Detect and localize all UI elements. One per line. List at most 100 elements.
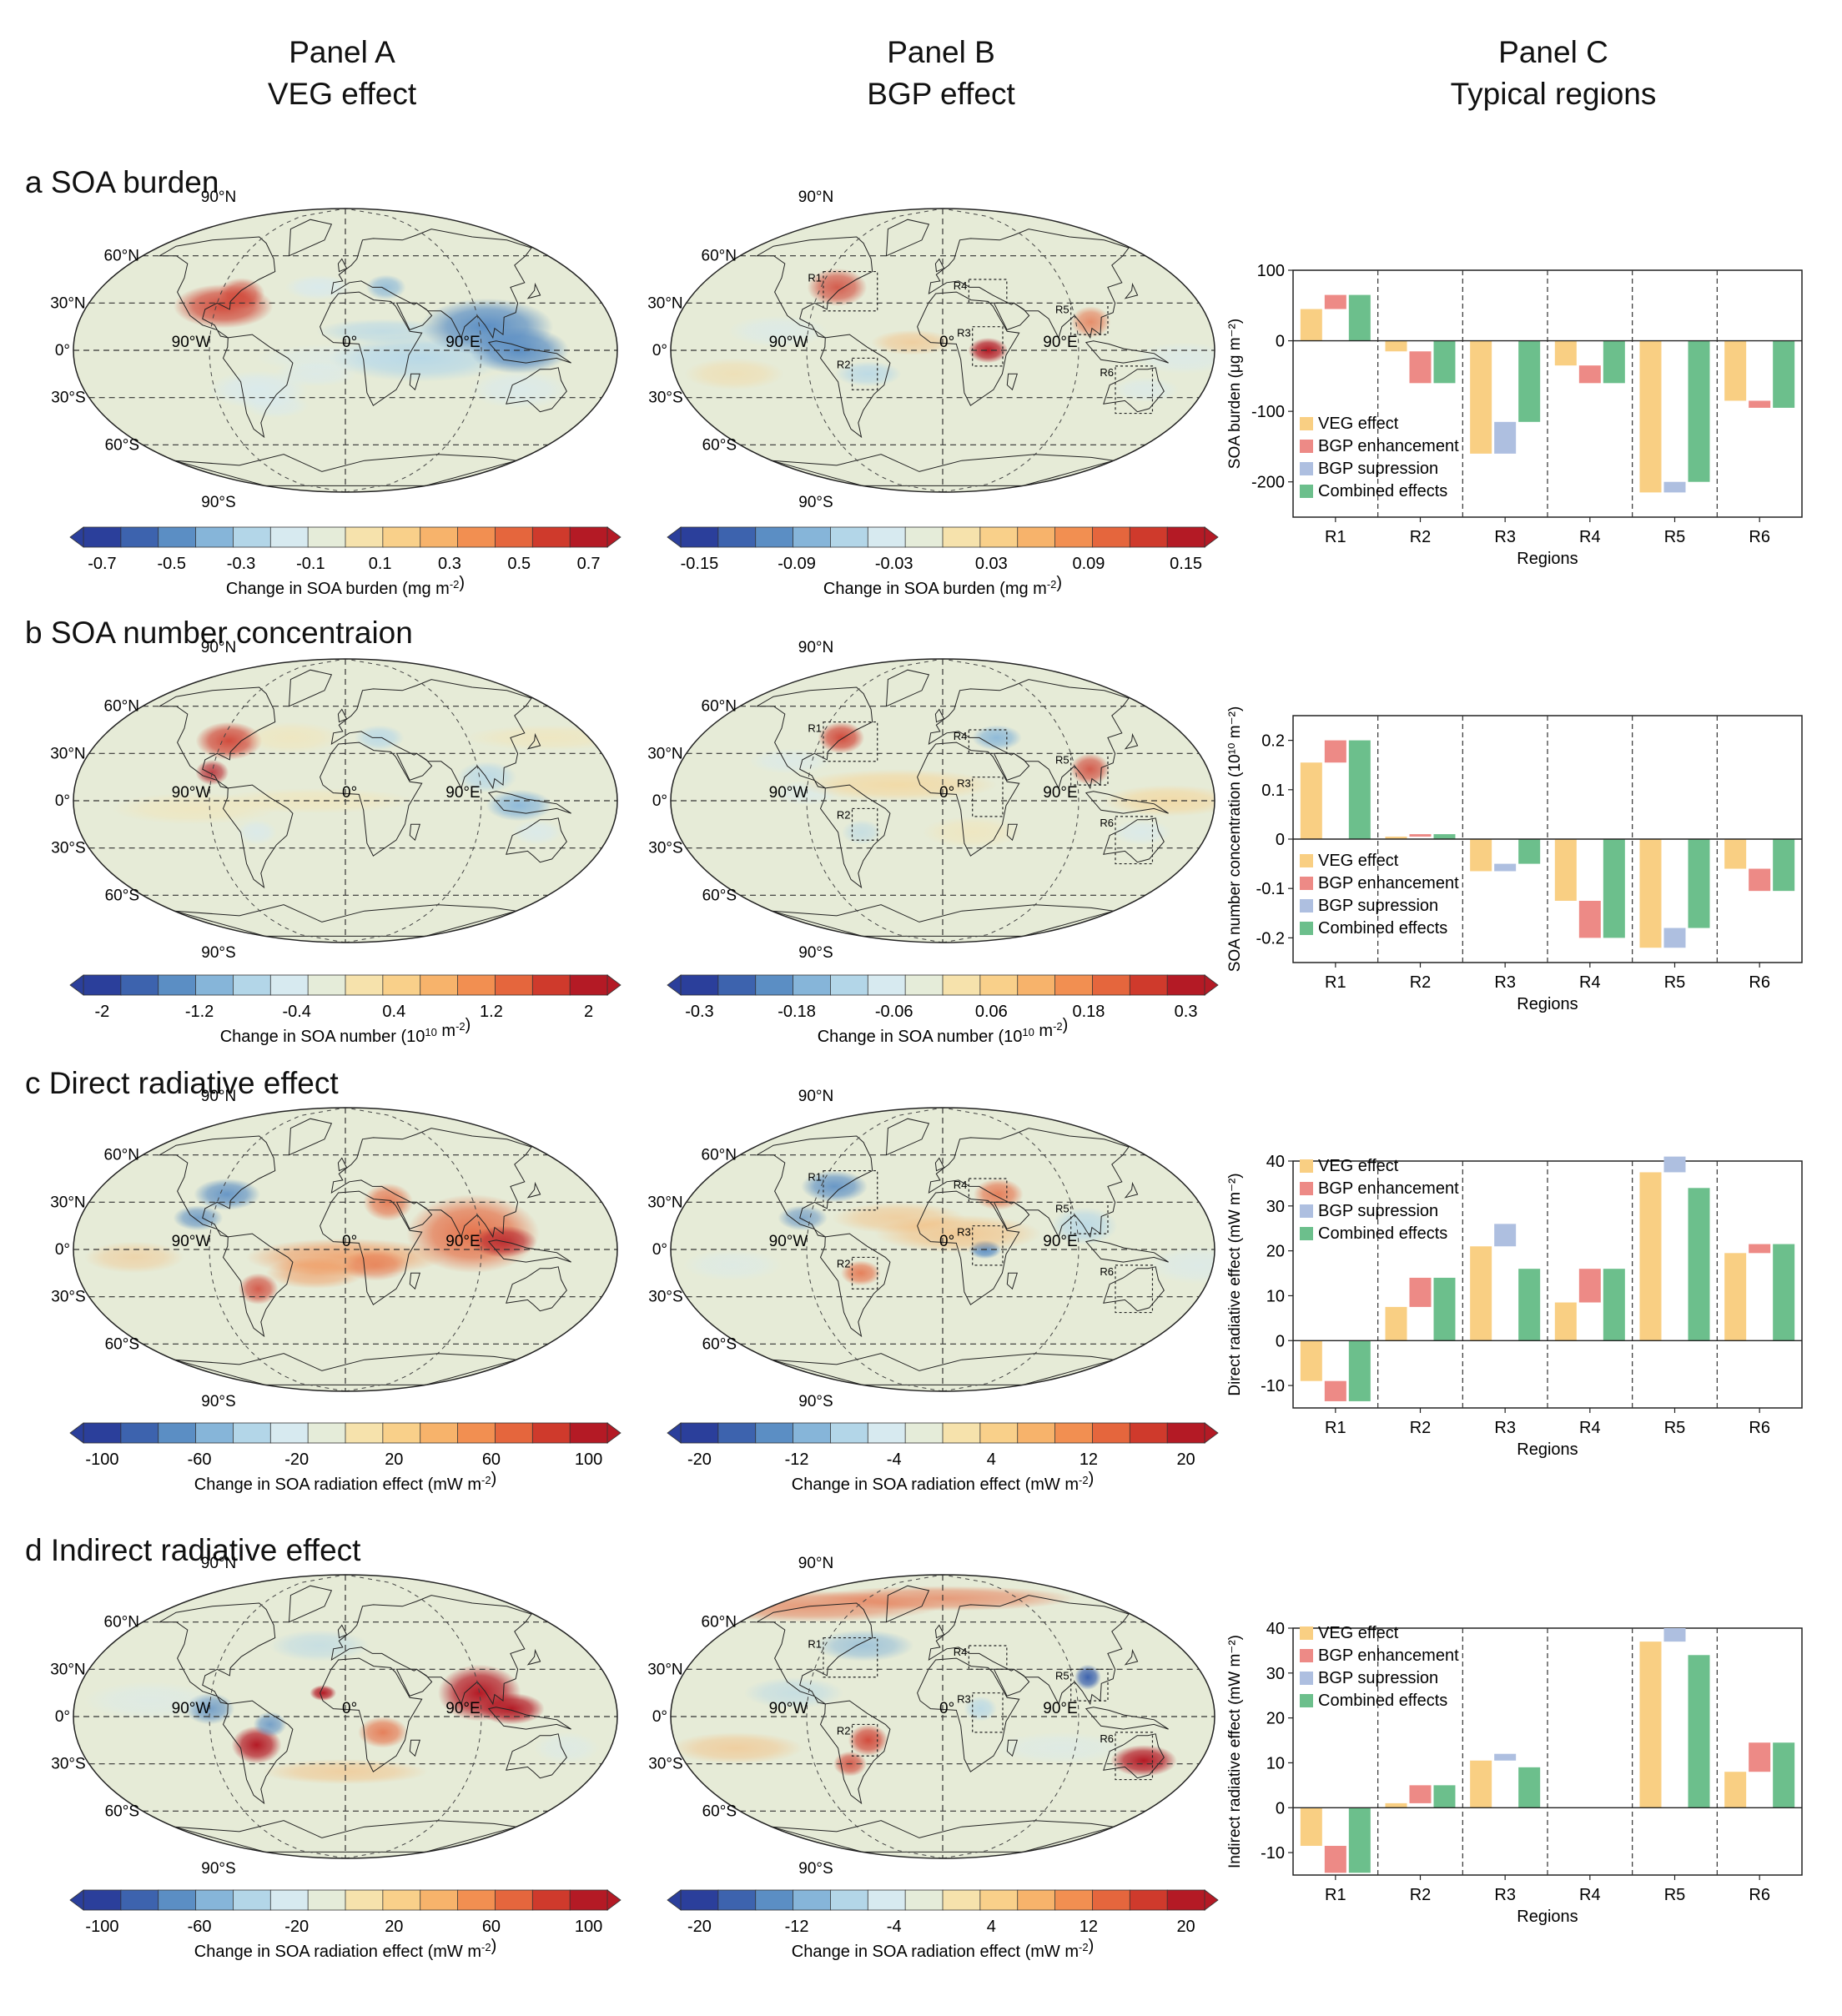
bar-combined-effects [1433, 1785, 1456, 1808]
bar-veg-effect [1385, 1306, 1407, 1341]
y-tick-label: -0.2 [1256, 929, 1285, 948]
region-label: R2 [837, 358, 851, 370]
colorbar-bin [495, 1422, 534, 1444]
colorbar-tick: -100 [85, 1918, 118, 1936]
colorbar-tick: -0.5 [158, 555, 186, 573]
lat-label: 60°N [702, 698, 737, 716]
y-tick-label: 0 [1276, 1799, 1285, 1817]
lon-label: 90°W [172, 1233, 211, 1250]
region-label: R6 [1100, 817, 1114, 829]
lat-label: 90°S [798, 494, 833, 511]
legend-label: BGP enhancement [1318, 874, 1459, 892]
lat-label: 90°N [798, 1555, 833, 1572]
region-label: R3 [957, 777, 971, 790]
legend-swatch [1300, 1182, 1313, 1195]
colorbar-min-arrow [69, 1422, 84, 1444]
region-label: R1 [808, 1171, 822, 1184]
colorbar-tick: 0.4 [382, 1003, 405, 1021]
bar-veg-effect [1300, 309, 1322, 341]
colorbar-bin [867, 1889, 907, 1911]
colorbar-bin [793, 974, 832, 996]
colorbar-bin [158, 974, 197, 996]
panel-a-header: Panel A VEG effect [167, 32, 517, 115]
colorbar-bin [457, 526, 496, 548]
colorbar-bin [1092, 526, 1131, 548]
colorbar-bin [793, 1422, 832, 1444]
lat-label: 90°S [201, 944, 235, 962]
colorbar-c-bgp: -20 -12 -4 4 12 20 Change in SOA radiation eff… [667, 1422, 1219, 1494]
colorbar-min-arrow [667, 974, 682, 996]
colorbar-bin [382, 526, 421, 548]
colorbar-bin [420, 974, 459, 996]
x-axis-label: Regions [1517, 1440, 1578, 1459]
colorbar-bin [979, 1422, 1019, 1444]
colorbar-bin [83, 974, 122, 996]
bar-combined-effects [1773, 839, 1795, 892]
x-axis-label: Regions [1517, 1908, 1578, 1926]
colorbar-tick: 20 [1176, 1918, 1195, 1936]
bar-chart-soa-number: R1 R2 R3 R4 R5 R6 0.2 0.1 0 -0.1 -0.2 SOA number co… [1226, 706, 1803, 1013]
map-d-bgp-indirect: 90°N 60°N 30°N 0° 30°S 60°S 90°S 90°W 0° 90°E R1 R2… [647, 1555, 1215, 1878]
lon-label: 90°E [1043, 334, 1077, 351]
bar-combined-effects [1518, 1767, 1541, 1808]
colorbar-bin [495, 526, 534, 548]
lat-label: 0° [652, 342, 667, 359]
bar-bgp-enhancement [1324, 1380, 1346, 1401]
colorbar-tick: 20 [385, 1450, 403, 1469]
colorbar-bin [1092, 1422, 1131, 1444]
legend-swatch [1300, 417, 1313, 430]
colorbar-tick: -0.3 [227, 555, 255, 573]
colorbar-bin [345, 526, 384, 548]
colorbar-bin [1017, 1889, 1056, 1911]
lat-label: 60°N [702, 248, 737, 265]
lon-label: 90°W [172, 334, 211, 351]
x-tick-label: R6 [1749, 1419, 1770, 1437]
legend-label: BGP enhancement [1318, 1646, 1459, 1665]
lat-label: 60°S [702, 436, 737, 454]
lon-label: 0° [939, 334, 954, 351]
x-tick-label: R5 [1664, 1886, 1686, 1904]
lat-label: 30°N [50, 745, 85, 762]
region-box [1070, 1668, 1109, 1702]
colorbar-min-arrow [667, 1422, 682, 1444]
bar-combined-effects [1433, 340, 1456, 384]
colorbar-label: Change in SOA number (1010 m-2) [220, 1016, 471, 1046]
colorbar-max-arrow [1204, 974, 1219, 996]
colorbar-bin [531, 1422, 571, 1444]
y-tick-label: 10 [1266, 1287, 1285, 1305]
lat-label: 60°S [105, 1335, 139, 1353]
bar-combined-effects [1348, 294, 1371, 341]
lat-label: 30°S [51, 840, 85, 857]
colorbar-tick: 4 [987, 1450, 996, 1469]
colorbar-bin [717, 1422, 757, 1444]
lon-label: 90°W [769, 1700, 808, 1717]
legend-label: BGP supression [1318, 1202, 1438, 1220]
lat-label: 30°S [51, 1756, 85, 1773]
region-label: R5 [1055, 753, 1069, 766]
y-tick-label: 0 [1276, 1332, 1285, 1350]
lat-label: 90°S [201, 1860, 235, 1878]
colorbar-tick: -0.18 [778, 1003, 816, 1021]
colorbar-tick: 4 [987, 1918, 996, 1936]
x-tick-label: R1 [1325, 1419, 1346, 1437]
colorbar-b-bgp: -0.3 -0.18 -0.06 0.06 0.18 0.3 Change in SOA n… [667, 974, 1219, 1046]
y-tick-label: -10 [1261, 1377, 1285, 1395]
bar-combined-effects [1518, 1269, 1541, 1341]
colorbar-bin [1166, 974, 1205, 996]
colorbar-bin [382, 1889, 421, 1911]
region-box [851, 357, 878, 390]
colorbar-tick: -0.1 [296, 555, 325, 573]
colorbar-tick: 60 [482, 1450, 501, 1469]
region-label: R4 [954, 1179, 968, 1191]
colorbar-tick: -0.7 [88, 555, 116, 573]
legend-swatch [1300, 1227, 1313, 1240]
bar-bgp-supression [1663, 928, 1686, 948]
bar-bgp-enhancement [1578, 365, 1601, 384]
colorbar-bin [904, 974, 944, 996]
region-label: R1 [808, 1638, 822, 1651]
y-tick-label: 30 [1266, 1665, 1285, 1683]
colorbar-tick: 2 [584, 1003, 593, 1021]
colorbar-bin [195, 526, 234, 548]
legend-label: VEG effect [1318, 415, 1399, 433]
region-box [1070, 752, 1109, 786]
